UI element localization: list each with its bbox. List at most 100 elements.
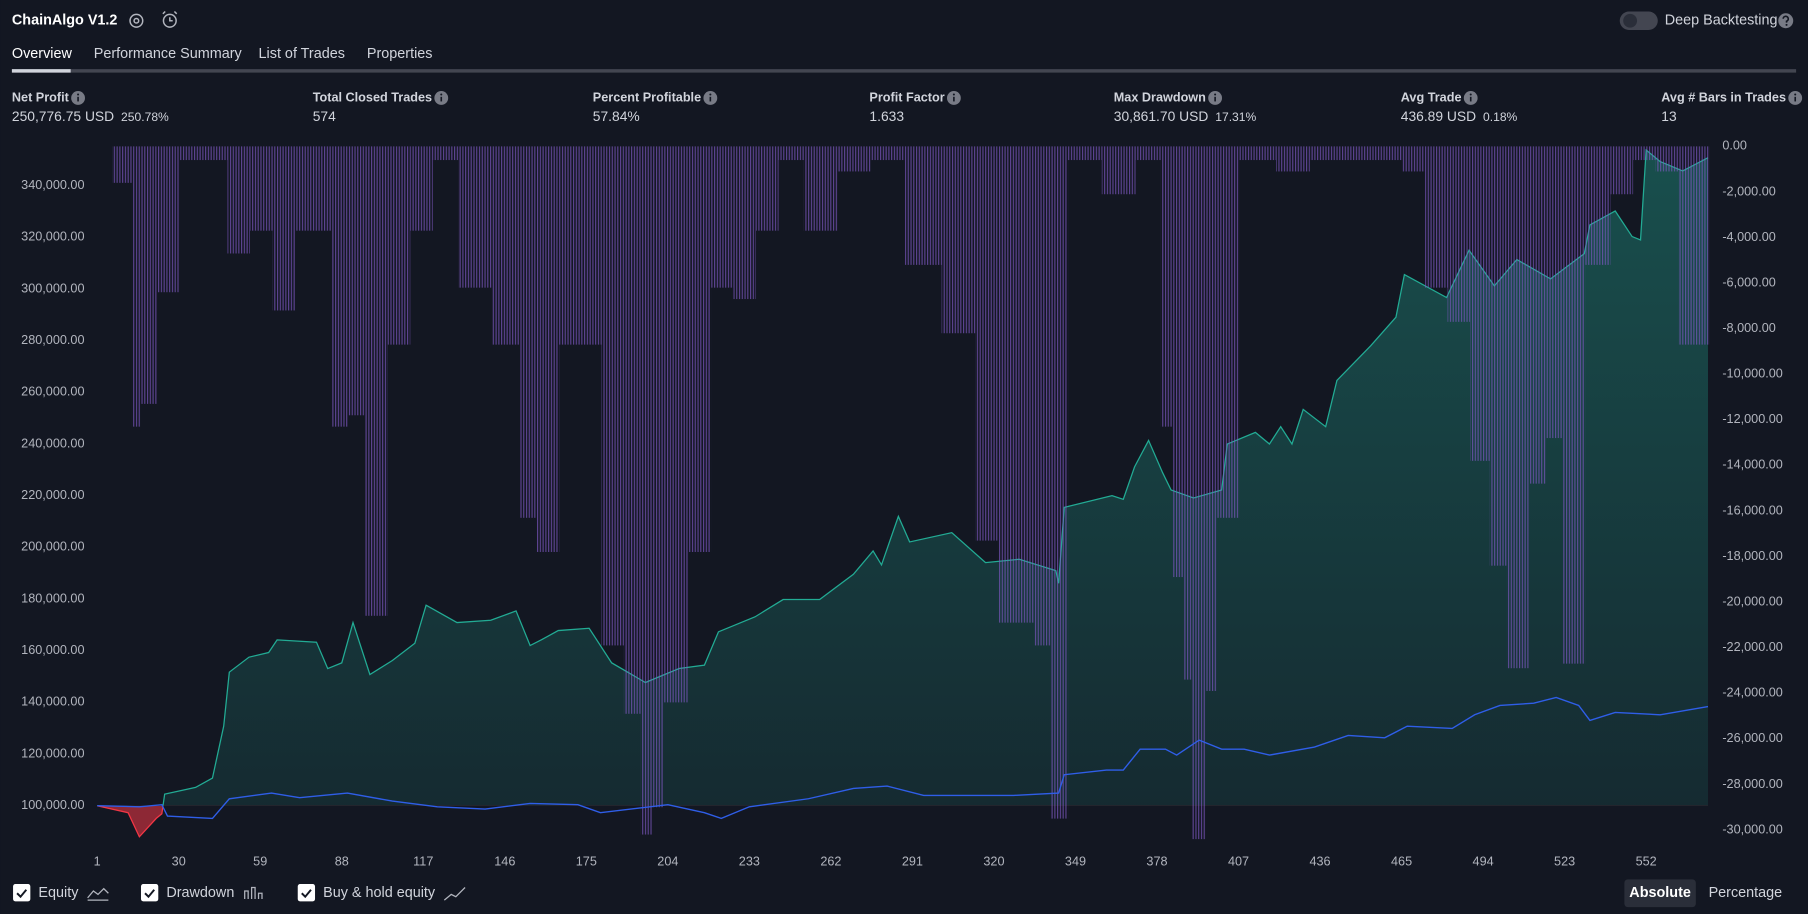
drawdown-bar [272, 146, 295, 311]
drawdown-bar [140, 146, 158, 404]
info-icon[interactable] [434, 91, 449, 105]
alert-icon[interactable] [162, 10, 178, 28]
drawdown-bar [1239, 146, 1277, 161]
x-tick-label: 349 [1065, 854, 1086, 868]
drawdown-bar [905, 146, 942, 265]
legend-label: Buy & hold equity [323, 885, 436, 901]
drawdown-bar [202, 146, 228, 161]
stat-label: Max Drawdown [1114, 90, 1206, 104]
info-stem [953, 96, 955, 102]
y2-tick-label: -18,000.00 [1722, 549, 1783, 563]
tab[interactable]: Performance Summary [94, 46, 243, 62]
x-tick-label: 262 [820, 854, 841, 868]
y2-tick-label: -26,000.00 [1722, 731, 1783, 745]
settings-icon[interactable] [129, 13, 144, 28]
drawdown-bar [179, 146, 203, 161]
info-icon[interactable] [1463, 91, 1478, 105]
deep-backtesting-toggle[interactable] [1619, 11, 1658, 30]
drawdown-bar [536, 146, 560, 552]
info-stem [440, 96, 443, 102]
stat-label: Net Profit [12, 90, 70, 104]
info-icon[interactable] [1788, 91, 1803, 105]
help-icon[interactable] [1778, 13, 1794, 29]
drawdown-bar [1068, 146, 1102, 161]
drawdown-bar [803, 146, 838, 231]
stat-percent: 250.78% [121, 110, 169, 124]
drawdown-bar [837, 146, 872, 172]
drawdown-bar [1678, 146, 1701, 345]
drawdown-bar [1506, 146, 1530, 669]
x-tick-label: 291 [902, 854, 923, 868]
drawdown-bar [1160, 146, 1173, 427]
scale-mode-button[interactable]: Absolute [1629, 885, 1691, 901]
x-tick-label: 494 [1473, 854, 1494, 868]
drawdown-bar [227, 146, 251, 254]
x-tick-label: 552 [1636, 854, 1657, 868]
y2-tick-label: -2,000.00 [1722, 184, 1775, 198]
tab[interactable]: Overview [12, 46, 73, 62]
info-stem [1469, 96, 1472, 102]
info-icon[interactable] [946, 91, 961, 105]
stat-label: Avg # Bars in Trades [1661, 90, 1786, 104]
y-tick-label: 140,000.00 [21, 695, 84, 709]
drawdown-bar [623, 146, 641, 714]
drawdown-bar [1489, 146, 1507, 566]
y-tick-label: 160,000.00 [21, 643, 84, 657]
y2-tick-label: -12,000.00 [1722, 412, 1783, 426]
drawdown-bar [1655, 146, 1679, 172]
stat-percent: 0.18% [1483, 110, 1518, 124]
x-tick-label: 117 [413, 854, 433, 868]
drawdown-bar [584, 146, 602, 345]
drawdown-bar [1585, 146, 1611, 265]
info-dot [1794, 93, 1797, 96]
legend-label: Drawdown [166, 885, 234, 901]
scale-mode-button[interactable]: Percentage [1709, 885, 1783, 901]
info-icon[interactable] [1208, 91, 1223, 105]
info-stem [77, 96, 79, 102]
drawdown-bar [1135, 146, 1161, 161]
stat-value: 13 [1661, 108, 1677, 124]
x-tick-label: 88 [335, 854, 349, 868]
equity-loss-area [97, 805, 163, 837]
drawdown-bar [1633, 146, 1656, 161]
drawdown-bar [458, 146, 492, 288]
tab[interactable]: Properties [367, 46, 433, 62]
drawdown-bar [652, 146, 664, 808]
y2-tick-label: -14,000.00 [1722, 458, 1783, 472]
y2-tick-label: -8,000.00 [1722, 321, 1775, 335]
drawdown-bar [1217, 146, 1240, 518]
x-tick-label: 320 [983, 854, 1004, 868]
drawdown-bar [250, 146, 273, 231]
active-mode-bg [1624, 879, 1696, 908]
drawdown-bar [1562, 146, 1586, 664]
legend-checkbox[interactable] [13, 884, 31, 902]
drawdown-bar [1402, 146, 1426, 172]
info-icon[interactable] [703, 91, 718, 105]
stat-label: Profit Factor [869, 90, 944, 104]
drawdown-bar [688, 146, 712, 552]
drawdown-bar [733, 146, 757, 300]
x-tick-label: 523 [1554, 854, 1575, 868]
stat-percent: 17.31% [1215, 110, 1256, 124]
info-dot [77, 93, 80, 96]
stat-value: 57.84% [593, 108, 640, 124]
legend-checkbox[interactable] [297, 884, 316, 902]
info-dot [1214, 93, 1217, 96]
info-dot [709, 93, 712, 96]
legend-checkbox[interactable] [140, 884, 159, 902]
y2-tick-label: -16,000.00 [1722, 503, 1783, 517]
drawdown-bar [1545, 146, 1563, 439]
y-tick-label: 240,000.00 [21, 436, 84, 450]
y2-tick-label: -28,000.00 [1722, 777, 1783, 791]
y2-tick-label: -6,000.00 [1722, 275, 1775, 289]
stat-value: 574 [313, 108, 336, 124]
y-tick-label: 220,000.00 [21, 488, 84, 502]
tab[interactable]: List of Trades [259, 46, 345, 62]
drawdown-bar [1470, 146, 1490, 461]
drawdown-bar [711, 146, 734, 288]
drawdown-bar [1101, 146, 1136, 195]
info-icon[interactable] [71, 91, 85, 105]
drawdown-bar [1051, 146, 1069, 819]
